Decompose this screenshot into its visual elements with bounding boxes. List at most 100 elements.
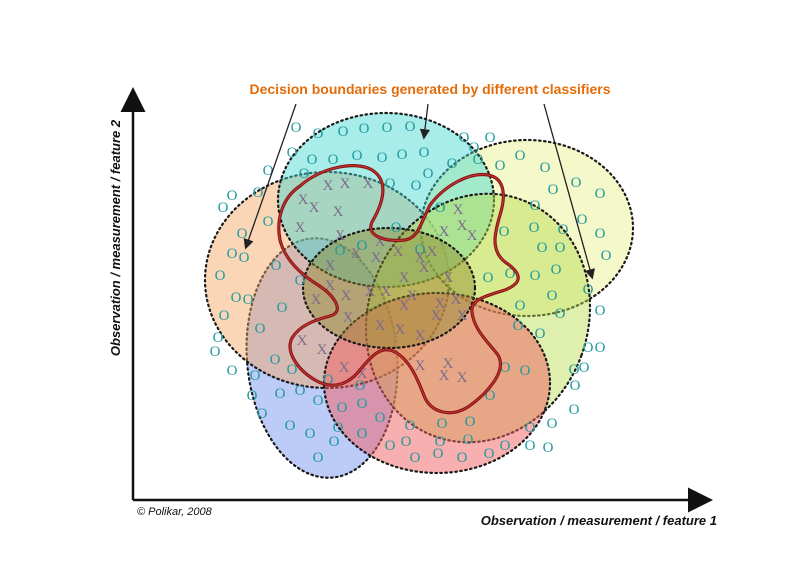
class-x-point: X [317, 342, 328, 358]
class-x-point: X [309, 200, 320, 216]
class-x-point: X [340, 176, 351, 192]
class-x-point: X [467, 228, 478, 244]
class-o-point: O [569, 402, 580, 418]
class-o-point: O [515, 148, 526, 164]
class-o-point: O [323, 372, 334, 388]
class-x-point: X [419, 260, 430, 276]
axes [120, 87, 713, 513]
class-x-point: X [415, 358, 426, 374]
class-o-point: O [463, 432, 474, 448]
class-o-point: O [601, 248, 612, 264]
class-o-point: O [457, 450, 468, 466]
class-o-point: O [295, 383, 306, 399]
class-o-point: O [385, 176, 396, 192]
class-o-point: O [548, 182, 559, 198]
class-o-point: O [243, 292, 254, 308]
class-o-point: O [537, 240, 548, 256]
class-x-point: X [443, 356, 454, 372]
class-o-point: O [547, 416, 558, 432]
class-o-point: O [219, 308, 230, 324]
class-o-point: O [391, 220, 402, 236]
class-o-point: O [571, 175, 582, 191]
class-o-point: O [415, 242, 426, 258]
class-o-point: O [595, 340, 606, 356]
class-o-point: O [530, 198, 541, 214]
class-o-point: O [435, 200, 446, 216]
class-o-point: O [329, 434, 340, 450]
class-o-point: O [357, 426, 368, 442]
class-x-point: X [375, 234, 386, 250]
class-o-point: O [473, 152, 484, 168]
class-x-point: X [371, 250, 382, 266]
y-axis-label: Observation / measurement / feature 2 [108, 119, 123, 356]
class-o-point: O [500, 360, 511, 376]
class-o-point: O [469, 140, 480, 156]
class-o-point: O [595, 226, 606, 242]
class-x-point: X [399, 270, 410, 286]
class-x-point: X [375, 318, 386, 334]
class-o-point: O [337, 400, 348, 416]
class-o-point: O [328, 152, 339, 168]
class-o-point: O [419, 145, 430, 161]
class-x-point: X [439, 368, 450, 384]
class-o-point: O [215, 268, 226, 284]
class-o-point: O [285, 418, 296, 434]
class-o-point: O [483, 270, 494, 286]
class-o-point: O [410, 450, 421, 466]
class-o-point: O [227, 246, 238, 262]
class-o-point: O [357, 238, 368, 254]
class-o-point: O [447, 156, 458, 172]
class-x-point: X [295, 220, 306, 236]
class-o-point: O [359, 121, 370, 137]
class-o-point: O [227, 188, 238, 204]
class-o-point: O [530, 268, 541, 284]
class-o-point: O [263, 163, 274, 179]
class-o-point: O [355, 378, 366, 394]
class-o-point: O [250, 368, 261, 384]
class-o-point: O [513, 318, 524, 334]
class-o-point: O [525, 438, 536, 454]
class-o-point: O [227, 363, 238, 379]
class-o-point: O [333, 420, 344, 436]
class-x-point: X [323, 178, 334, 194]
class-o-point: O [555, 240, 566, 256]
class-o-point: O [520, 363, 531, 379]
class-o-point: O [307, 152, 318, 168]
class-o-point: O [271, 258, 282, 274]
class-o-point: O [291, 120, 302, 136]
class-x-point: X [431, 308, 442, 324]
class-x-point: X [325, 278, 336, 294]
copyright-credit: © Polikar, 2008 [137, 506, 213, 518]
class-o-point: O [213, 330, 224, 346]
diagram-title: Decision boundaries generated by differe… [250, 81, 611, 97]
class-o-point: O [579, 360, 590, 376]
class-x-point: X [339, 360, 350, 376]
class-o-point: O [287, 362, 298, 378]
class-x-point: X [357, 366, 368, 382]
title-pointer-arrows [243, 103, 595, 280]
class-x-point: X [415, 328, 426, 344]
class-o-point: O [525, 420, 536, 436]
class-o-point: O [495, 158, 506, 174]
class-o-point: O [275, 386, 286, 402]
class-x-point: X [457, 308, 468, 324]
class-o-point: O [247, 388, 258, 404]
class-o-point: O [382, 120, 393, 136]
class-o-point: O [433, 446, 444, 462]
class-o-point: O [210, 344, 221, 360]
class-x-point: X [415, 250, 426, 266]
classifier-regions [203, 111, 635, 479]
class-o-point: O [569, 362, 580, 378]
class-o-point: O [500, 438, 511, 454]
class-o-point: O [529, 220, 540, 236]
class-x-point: X [427, 244, 438, 260]
class-o-point: O [237, 226, 248, 242]
classifier-region-olive [301, 226, 477, 350]
class-o-point: O [595, 303, 606, 319]
class-x-point: X [297, 333, 308, 349]
class-x-point: X [451, 292, 462, 308]
class-o-point: O [257, 406, 268, 422]
class-o-point: O [540, 160, 551, 176]
